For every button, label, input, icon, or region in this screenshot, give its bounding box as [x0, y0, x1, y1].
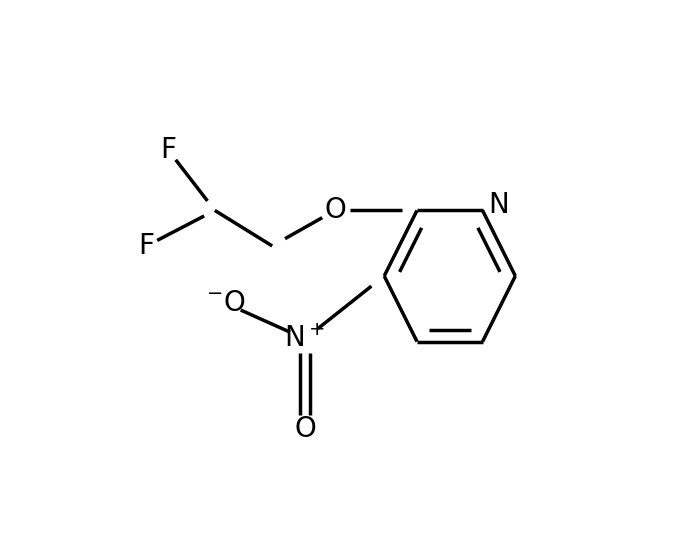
Text: F: F: [138, 232, 155, 260]
Text: N$^+$: N$^+$: [285, 325, 326, 353]
Text: F: F: [160, 136, 176, 164]
Text: $^{-}$O: $^{-}$O: [206, 289, 246, 317]
Text: N: N: [488, 191, 509, 219]
Text: O: O: [324, 197, 346, 225]
Text: O: O: [294, 415, 316, 443]
